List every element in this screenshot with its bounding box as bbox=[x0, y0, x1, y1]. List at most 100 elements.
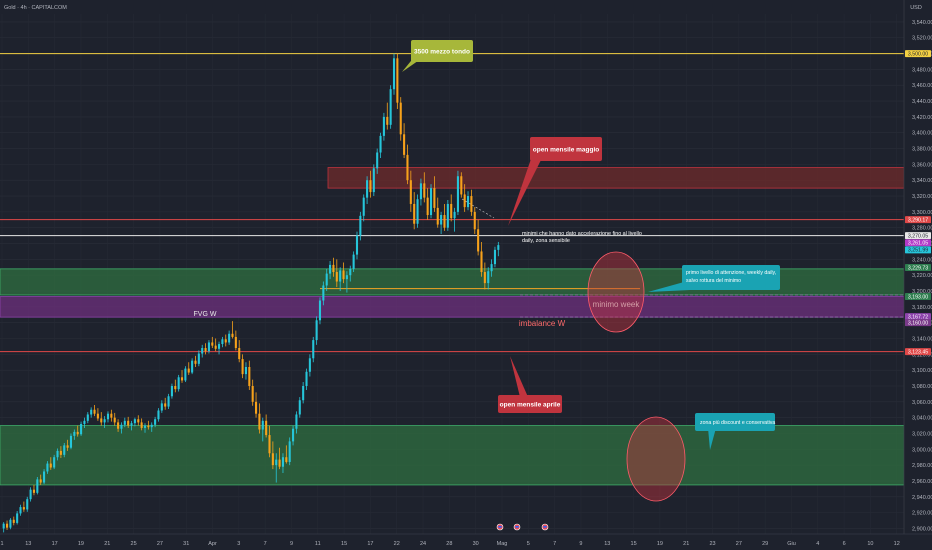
candle-body[interactable] bbox=[281, 457, 285, 467]
candle-body[interactable] bbox=[359, 215, 362, 236]
candle-body[interactable] bbox=[214, 345, 217, 349]
candle-body[interactable] bbox=[409, 180, 412, 204]
candle-body[interactable] bbox=[298, 400, 301, 415]
candle-body[interactable] bbox=[137, 419, 140, 423]
candle-body[interactable] bbox=[460, 176, 463, 195]
candle-body[interactable] bbox=[154, 419, 157, 425]
candle-body[interactable] bbox=[56, 450, 59, 458]
candle-body[interactable] bbox=[386, 116, 389, 125]
candle-body[interactable] bbox=[345, 275, 348, 280]
candle-body[interactable] bbox=[147, 425, 150, 428]
candle-body[interactable] bbox=[312, 340, 315, 359]
candle-body[interactable] bbox=[396, 58, 399, 103]
candle-body[interactable] bbox=[46, 463, 49, 472]
candle-body[interactable] bbox=[403, 134, 406, 155]
candle-body[interactable] bbox=[440, 215, 443, 225]
candle-body[interactable] bbox=[292, 428, 295, 442]
candle-body[interactable] bbox=[261, 420, 264, 430]
candle-body[interactable] bbox=[211, 342, 214, 346]
candle-body[interactable] bbox=[379, 135, 382, 153]
candle-body[interactable] bbox=[140, 422, 143, 428]
candle-body[interactable] bbox=[426, 197, 429, 216]
candle-body[interactable] bbox=[490, 264, 493, 272]
candle-body[interactable] bbox=[184, 368, 187, 381]
candle-body[interactable] bbox=[2, 523, 5, 529]
candle-body[interactable] bbox=[352, 254, 355, 269]
candle-body[interactable] bbox=[463, 194, 466, 208]
candle-body[interactable] bbox=[268, 435, 271, 454]
candle-body[interactable] bbox=[43, 471, 46, 483]
candle-body[interactable] bbox=[76, 431, 79, 435]
candle-body[interactable] bbox=[123, 420, 126, 425]
candle-body[interactable] bbox=[93, 409, 96, 414]
candle-body[interactable] bbox=[110, 413, 113, 418]
candle-body[interactable] bbox=[66, 445, 69, 448]
candle-body[interactable] bbox=[177, 377, 180, 390]
candle-body[interactable] bbox=[416, 199, 419, 224]
candle-body[interactable] bbox=[19, 507, 22, 514]
candle-body[interactable] bbox=[318, 300, 322, 321]
candle-body[interactable] bbox=[443, 215, 446, 228]
candle-body[interactable] bbox=[180, 377, 184, 381]
candle-body[interactable] bbox=[217, 344, 221, 349]
candle-body[interactable] bbox=[231, 333, 234, 337]
candle-body[interactable] bbox=[22, 507, 25, 510]
candle-body[interactable] bbox=[342, 270, 345, 280]
candle-body[interactable] bbox=[32, 489, 36, 493]
candle-body[interactable] bbox=[167, 396, 170, 407]
candle-body[interactable] bbox=[251, 385, 254, 402]
candle-body[interactable] bbox=[103, 419, 106, 423]
candle-body[interactable] bbox=[302, 385, 305, 401]
candle-body[interactable] bbox=[288, 441, 291, 462]
candle-body[interactable] bbox=[362, 197, 365, 216]
candle-body[interactable] bbox=[234, 336, 237, 349]
candle-body[interactable] bbox=[248, 366, 251, 386]
candle-body[interactable] bbox=[130, 423, 133, 426]
candle-body[interactable] bbox=[466, 196, 470, 208]
candle-body[interactable] bbox=[59, 450, 62, 455]
candle-body[interactable] bbox=[423, 183, 426, 198]
candle-body[interactable] bbox=[258, 413, 261, 430]
candle-body[interactable] bbox=[228, 333, 231, 343]
candle-body[interactable] bbox=[456, 176, 459, 212]
candle-body[interactable] bbox=[83, 420, 86, 424]
candle-body[interactable] bbox=[238, 348, 241, 360]
candle-body[interactable] bbox=[315, 320, 318, 341]
candle-body[interactable] bbox=[106, 413, 110, 420]
candle-body[interactable] bbox=[329, 264, 332, 274]
candle-body[interactable] bbox=[419, 183, 422, 200]
candle-body[interactable] bbox=[399, 102, 402, 135]
candle-body[interactable] bbox=[241, 359, 244, 375]
candle-body[interactable] bbox=[39, 479, 42, 483]
candle-body[interactable] bbox=[275, 459, 278, 466]
candle-body[interactable] bbox=[255, 401, 258, 414]
candle-body[interactable] bbox=[29, 489, 32, 500]
candle-body[interactable] bbox=[170, 385, 173, 397]
candle-body[interactable] bbox=[376, 152, 379, 169]
candle-body[interactable] bbox=[470, 196, 473, 212]
candle-body[interactable] bbox=[339, 270, 342, 282]
candle-body[interactable] bbox=[191, 360, 194, 373]
candles[interactable] bbox=[2, 53, 500, 533]
candle-body[interactable] bbox=[194, 360, 197, 364]
candle-body[interactable] bbox=[127, 420, 130, 426]
candle-body[interactable] bbox=[271, 453, 274, 466]
candle-body[interactable] bbox=[392, 58, 396, 90]
candle-body[interactable] bbox=[9, 519, 12, 528]
candle-body[interactable] bbox=[278, 459, 281, 467]
candle-body[interactable] bbox=[355, 235, 359, 255]
candle-body[interactable] bbox=[100, 418, 103, 423]
candle-body[interactable] bbox=[174, 385, 177, 390]
candle-body[interactable] bbox=[265, 420, 268, 436]
candle-body[interactable] bbox=[480, 251, 483, 273]
candle-body[interactable] bbox=[113, 417, 116, 423]
candle-body[interactable] bbox=[285, 457, 288, 462]
candle-body[interactable] bbox=[207, 342, 210, 352]
candle-body[interactable] bbox=[12, 519, 15, 523]
candle-body[interactable] bbox=[322, 285, 325, 301]
candle-body[interactable] bbox=[406, 154, 409, 181]
candle-body[interactable] bbox=[160, 403, 163, 411]
candle-body[interactable] bbox=[369, 180, 372, 193]
candle-body[interactable] bbox=[487, 271, 490, 284]
candle-body[interactable] bbox=[483, 272, 486, 284]
